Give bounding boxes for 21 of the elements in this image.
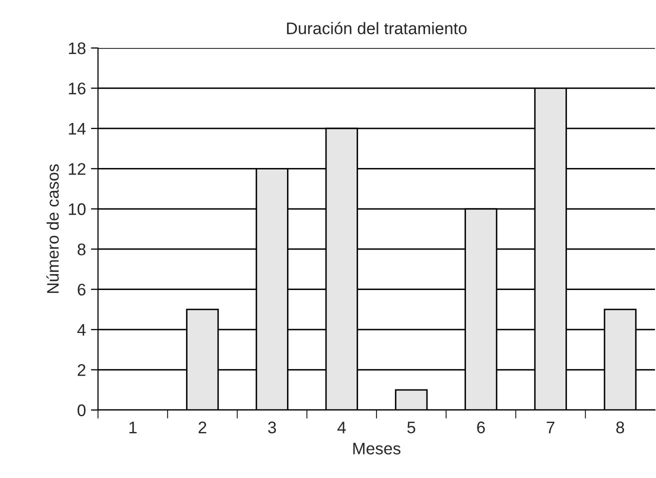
x-axis-title: Meses (353, 442, 400, 454)
x-tick-label: 1 (129, 422, 137, 434)
y-tick-label: 16 (68, 82, 86, 94)
y-tick-label: 12 (68, 163, 86, 175)
y-axis-title: Número de casos (46, 164, 59, 293)
y-tick-label: 0 (78, 404, 86, 416)
y-tick-label: 14 (68, 123, 86, 134)
x-tick-label: 3 (268, 422, 276, 434)
chart-title: Duración del tratamiento (287, 22, 467, 34)
y-tick-label: 18 (68, 42, 86, 54)
x-tick-label: 5 (407, 422, 416, 434)
x-tick-label: 4 (337, 422, 346, 434)
x-tick-label: 8 (616, 422, 624, 434)
x-tick-label: 7 (546, 422, 554, 434)
y-tick-label: 6 (78, 284, 86, 296)
y-tick-label: 8 (78, 244, 86, 256)
x-tick-label: 2 (198, 422, 206, 434)
y-tick-label: 4 (77, 324, 86, 336)
x-tick-label: 6 (477, 422, 485, 434)
y-tick-label: 2 (78, 364, 86, 376)
y-tick-label: 10 (68, 203, 86, 216)
